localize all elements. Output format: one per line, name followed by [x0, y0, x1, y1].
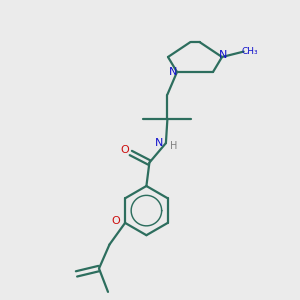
Text: N: N	[169, 67, 178, 77]
Text: CH₃: CH₃	[242, 47, 259, 56]
Text: N: N	[155, 138, 164, 148]
Text: H: H	[170, 140, 177, 151]
Text: O: O	[120, 145, 129, 155]
Text: N: N	[219, 50, 228, 61]
Text: O: O	[112, 216, 121, 226]
